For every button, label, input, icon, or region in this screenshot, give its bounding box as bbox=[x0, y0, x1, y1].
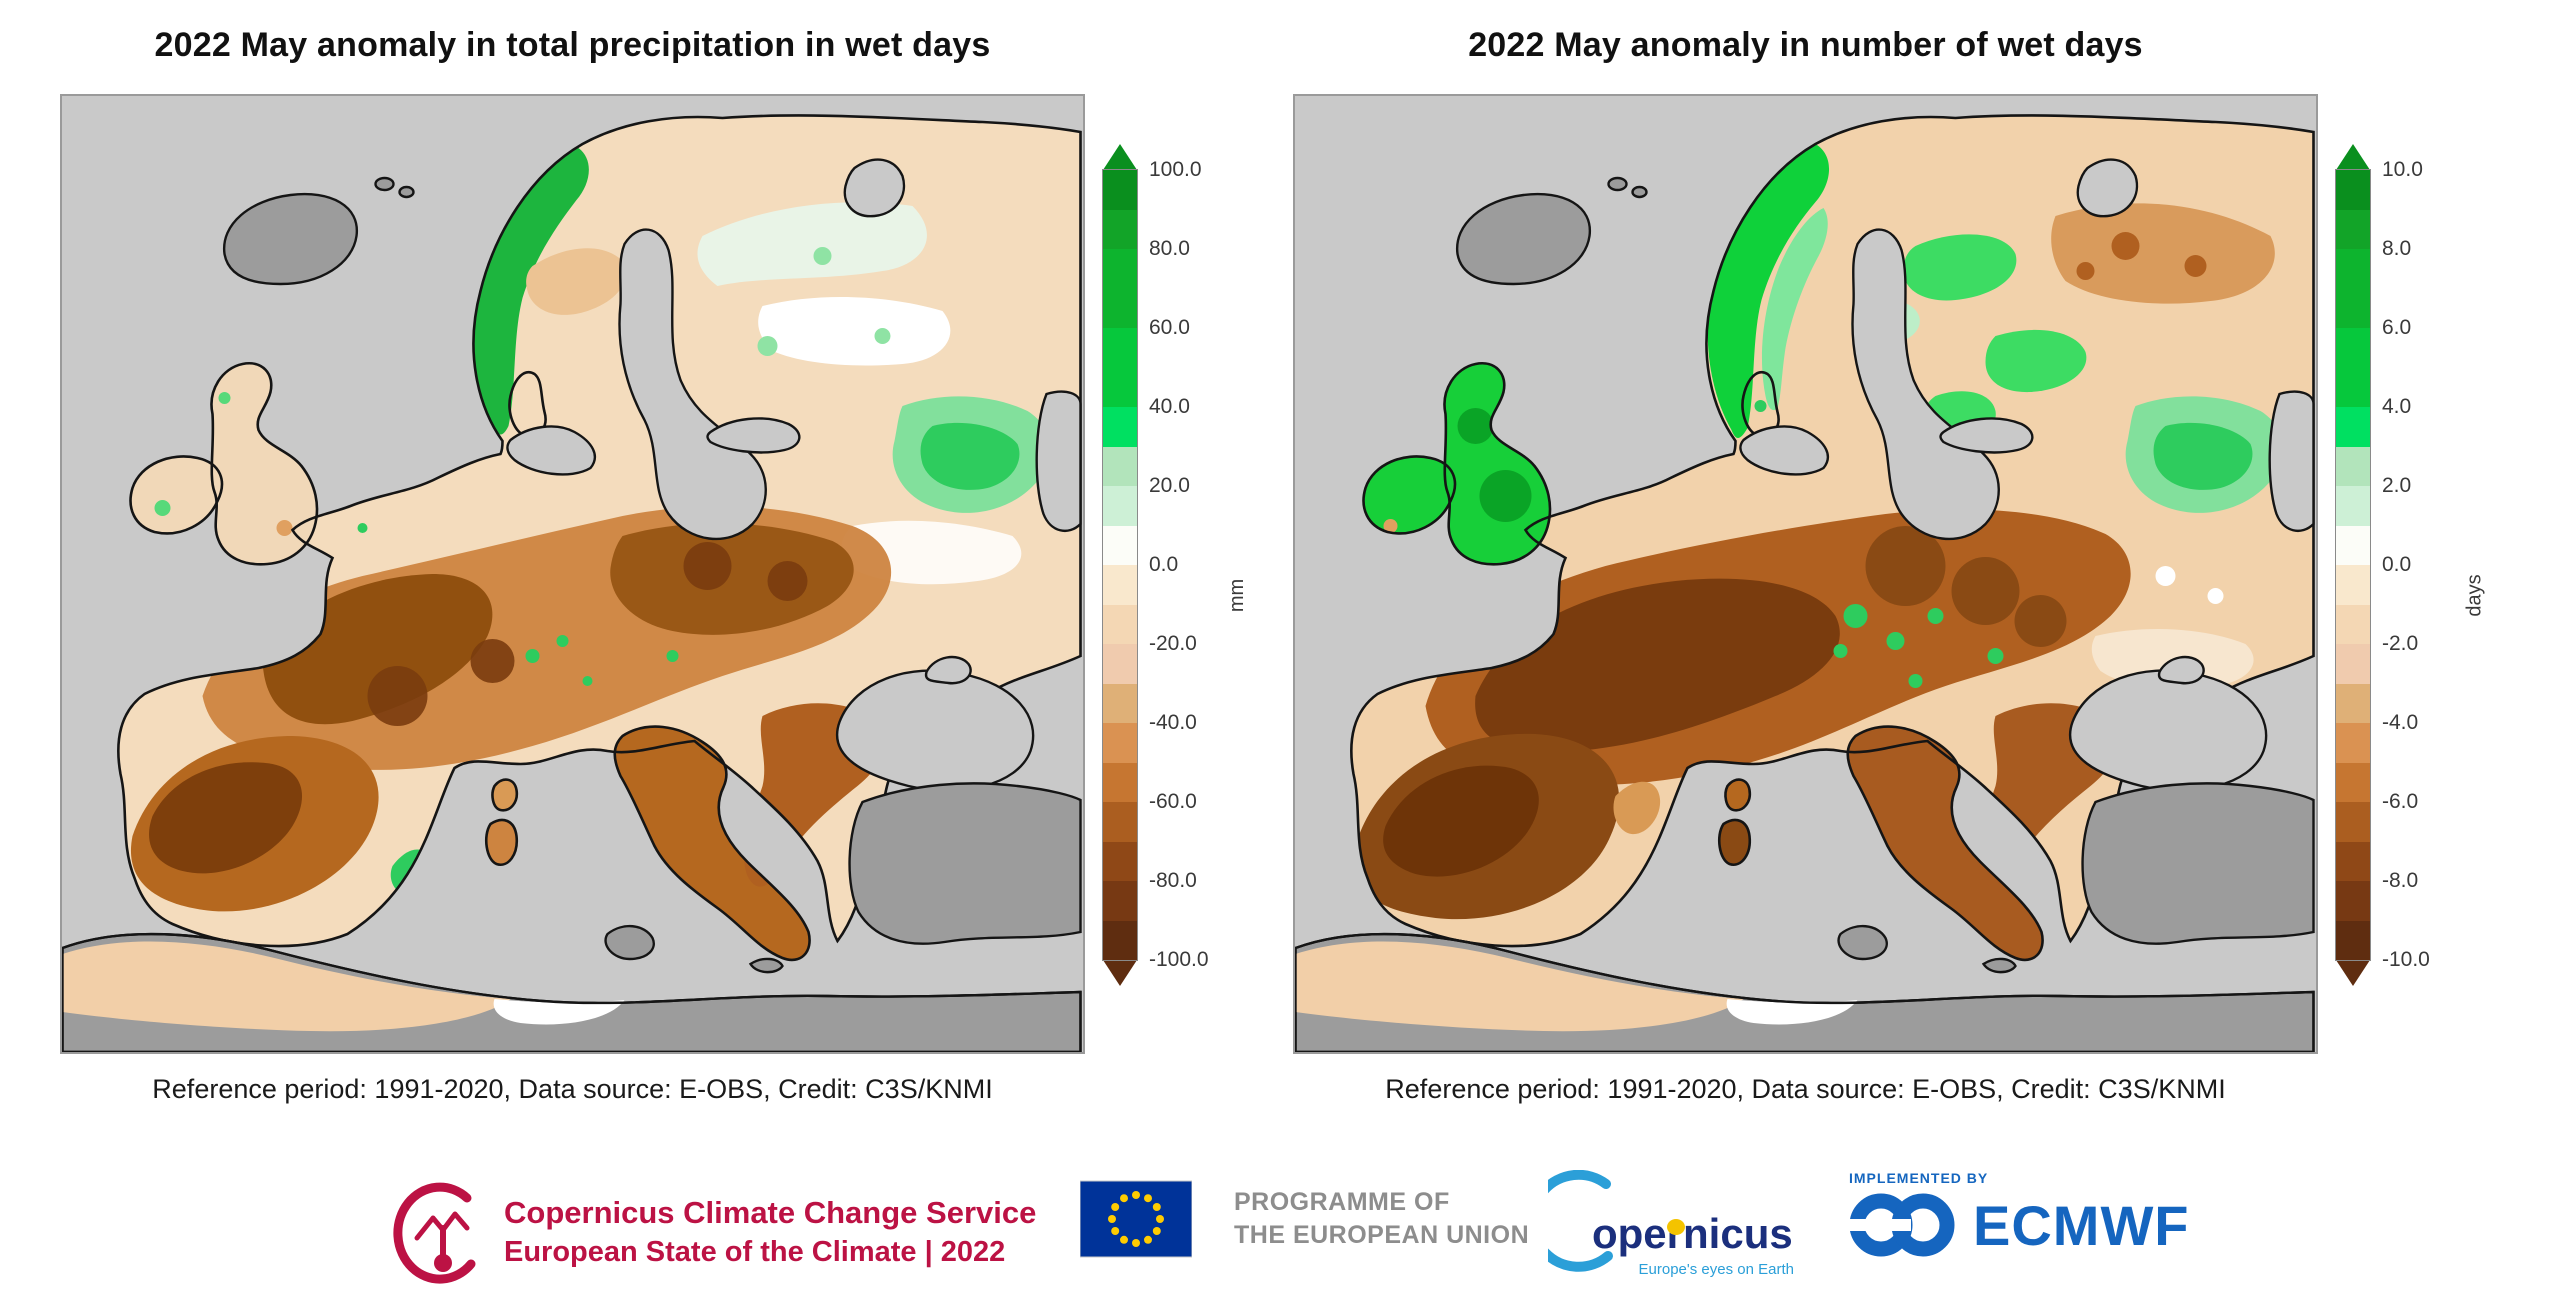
anomaly-patches bbox=[1353, 144, 2282, 920]
panel-precipitation-anomaly: 2022 May anomaly in total precipitation … bbox=[60, 16, 1300, 1166]
europe-map-precipitation bbox=[60, 94, 1085, 1054]
eu-programme-text: PROGRAMME OF THE EUROPEAN UNION bbox=[1234, 1186, 1529, 1251]
colorbar-tick-label: 60.0 bbox=[1149, 316, 1190, 339]
eu-programme-line1: PROGRAMME OF bbox=[1234, 1188, 1450, 1216]
c3s-logo-block: Copernicus Climate Change Service Europe… bbox=[383, 1176, 1036, 1288]
c3s-report-name: European State of the Climate | 2022 bbox=[504, 1236, 1006, 1269]
colorbar-tick-label: -20.0 bbox=[1149, 632, 1197, 655]
colorbar-tick-label: 0.0 bbox=[1149, 553, 1179, 576]
colorbar-ticks: 10.0 8.0 6.0 4.0 2.0 0.0 -2.0 -4.0 -6.0 -8.0 -10.0 bbox=[2382, 158, 2462, 971]
map-svg-wet-days bbox=[1295, 96, 2316, 1052]
map-title: 2022 May anomaly in total precipitation … bbox=[154, 26, 991, 64]
colorbar-tick-label: -60.0 bbox=[1149, 790, 1197, 813]
colorbar-tick-label: -2.0 bbox=[2382, 632, 2419, 655]
c3s-thermometer-icon bbox=[393, 1182, 476, 1284]
panel-wet-days-anomaly: 2022 May anomaly in number of wet days bbox=[1293, 16, 2533, 1166]
colorbar-tick-label: 6.0 bbox=[2382, 316, 2412, 339]
map-caption: Reference period: 1991-2020, Data source… bbox=[1385, 1074, 2226, 1104]
colorbar-tick-label: -80.0 bbox=[1149, 869, 1197, 892]
ecmwf-logo-block: IMPLEMENTED BY ECMWF bbox=[1845, 1170, 2190, 1262]
colorbar-precipitation: 100.0 80.0 60.0 40.0 20.0 0.0 -20.0 -40.0 -60.0 -… bbox=[1102, 144, 1273, 986]
c3s-text: Copernicus Climate Change Service Europe… bbox=[504, 1192, 1036, 1273]
eu-programme-line2: THE EUROPEAN UNION bbox=[1234, 1220, 1530, 1249]
colorbar-tick-label: -8.0 bbox=[2382, 869, 2419, 892]
colorbar-tick-label: 100.0 bbox=[1149, 158, 1202, 181]
europe-map-wet-days bbox=[1293, 94, 2318, 1054]
colorbar-tick-label: 40.0 bbox=[1149, 395, 1190, 418]
copernicus-wordmark: opernicus bbox=[1592, 1210, 1793, 1257]
colorbar-tick-label: -40.0 bbox=[1149, 711, 1197, 734]
colorbar-unit-label: days bbox=[2463, 574, 2486, 617]
ecmwf-wordmark: ECMWF bbox=[1973, 1193, 2190, 1257]
colorbar-tick-label: 10.0 bbox=[2382, 158, 2423, 181]
colorbar-tick-label: 0.0 bbox=[2382, 553, 2412, 576]
colorbar-tick-label: 8.0 bbox=[2382, 237, 2412, 260]
c3s-service-name: Copernicus Climate Change Service bbox=[504, 1194, 1037, 1230]
colorbar-tick-label: 4.0 bbox=[2382, 395, 2412, 418]
colorbar-top-arrow bbox=[1103, 144, 1137, 170]
colorbar-ticks: 100.0 80.0 60.0 40.0 20.0 0.0 -20.0 -40.0 -60.0 -… bbox=[1149, 158, 1229, 971]
colorbar-tick-label: -10.0 bbox=[2382, 948, 2430, 971]
no-data-and-seas bbox=[1295, 158, 2315, 1052]
colorbar-tick-label: -100.0 bbox=[1149, 948, 1209, 971]
colorbar-bar bbox=[1102, 169, 1138, 961]
map-caption: Reference period: 1991-2020, Data source… bbox=[152, 1074, 993, 1104]
eu-programme-block: PROGRAMME OF THE EUROPEAN UNION bbox=[1080, 1180, 1529, 1258]
eu-flag-stars bbox=[1108, 1191, 1164, 1247]
anomaly-patches bbox=[130, 148, 1049, 912]
copernicus-tagline: Europe's eyes on Earth bbox=[1639, 1261, 1794, 1278]
colorbar-tick-label: 20.0 bbox=[1149, 474, 1190, 497]
colorbar-bottom-arrow bbox=[2336, 960, 2370, 986]
map-title: 2022 May anomaly in number of wet days bbox=[1468, 26, 2143, 64]
map-svg-precipitation bbox=[62, 96, 1083, 1052]
colorbar-tick-label: -6.0 bbox=[2382, 790, 2419, 813]
ecmwf-mark-icon bbox=[1845, 1193, 1955, 1257]
copernicus-logo: opernicus Europe's eyes on Earth bbox=[1527, 1169, 1794, 1278]
colorbar-tick-label: 2.0 bbox=[2382, 474, 2412, 497]
colorbar-tick-label: -4.0 bbox=[2382, 711, 2419, 734]
colorbar-bottom-arrow bbox=[1103, 960, 1137, 986]
colorbar-top-arrow bbox=[2336, 144, 2370, 170]
eu-flag-icon bbox=[1080, 1180, 1192, 1258]
copernicus-logo-block: opernicus Europe's eyes on Earth bbox=[1527, 1169, 1798, 1300]
colorbar-bar bbox=[2335, 169, 2371, 961]
ecmwf-implemented-by: IMPLEMENTED BY bbox=[1849, 1170, 1989, 1186]
no-data-and-seas bbox=[62, 158, 1082, 1052]
colorbar-tick-label: 80.0 bbox=[1149, 237, 1190, 260]
colorbar-wet-days: 10.0 8.0 6.0 4.0 2.0 0.0 -2.0 -4.0 -6.0 -8.0 -10.0… bbox=[2335, 144, 2506, 986]
colorbar-unit-label: mm bbox=[1226, 578, 1249, 613]
